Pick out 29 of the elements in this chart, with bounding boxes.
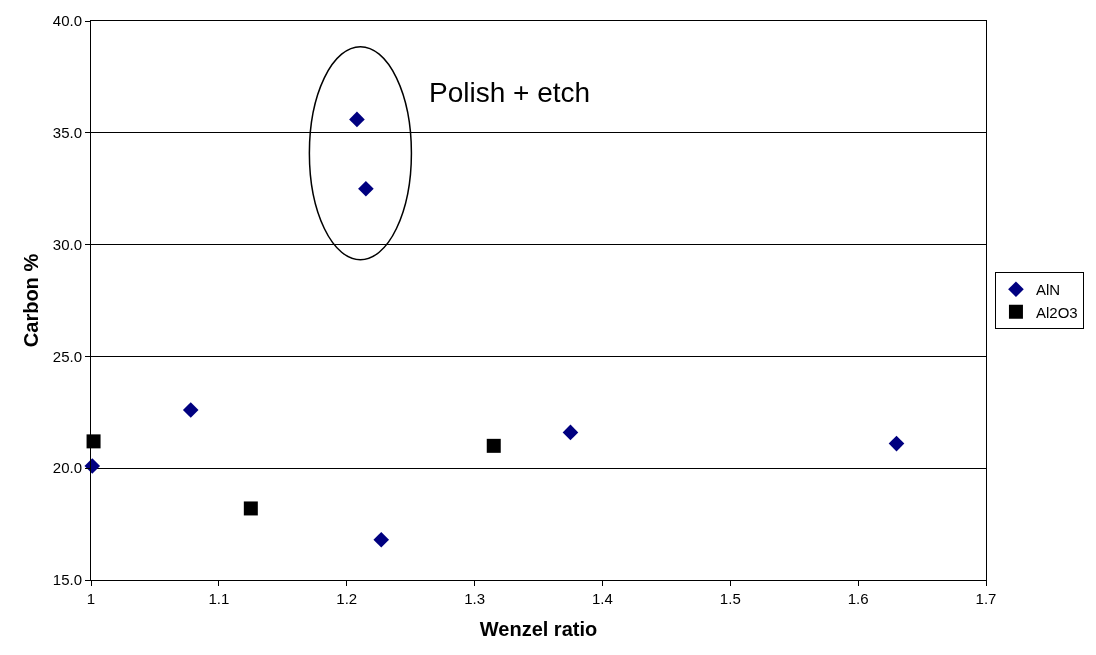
legend-label: AlN <box>1035 281 1061 299</box>
y-axis-title: Carbon % <box>20 253 43 348</box>
y-tick-label: 35.0 <box>52 124 82 142</box>
x-axis-title: Wenzel ratio <box>479 617 598 640</box>
point <box>243 501 258 516</box>
y-tick-label: 25.0 <box>52 347 82 365</box>
point <box>86 434 101 449</box>
x-tick-label: 1.1 <box>208 590 230 607</box>
point <box>358 180 374 197</box>
point <box>84 458 101 474</box>
x-tick-label: 1.2 <box>336 590 358 607</box>
point <box>182 402 199 418</box>
x-tick-label: 1 <box>86 590 96 607</box>
annotation: Polish + etch <box>429 77 591 108</box>
x-tick-label: 1.6 <box>847 590 869 607</box>
y-tick-label: 20.0 <box>52 459 82 477</box>
x-tick-label: 1.3 <box>464 590 485 607</box>
y-tick-label: 30.0 <box>52 235 82 253</box>
point <box>888 435 905 452</box>
point <box>562 424 579 441</box>
x-tick-label: 1.5 <box>719 590 741 607</box>
point <box>486 438 501 453</box>
point <box>373 531 390 548</box>
y-tick-label: 40.0 <box>52 12 82 30</box>
x-tick-label: 1.7 <box>975 590 997 607</box>
point <box>349 111 365 128</box>
x-tick-label: 1.4 <box>592 590 613 607</box>
legend-label: Al2O3 <box>1035 303 1078 321</box>
y-tick-label: 15.0 <box>52 571 82 589</box>
